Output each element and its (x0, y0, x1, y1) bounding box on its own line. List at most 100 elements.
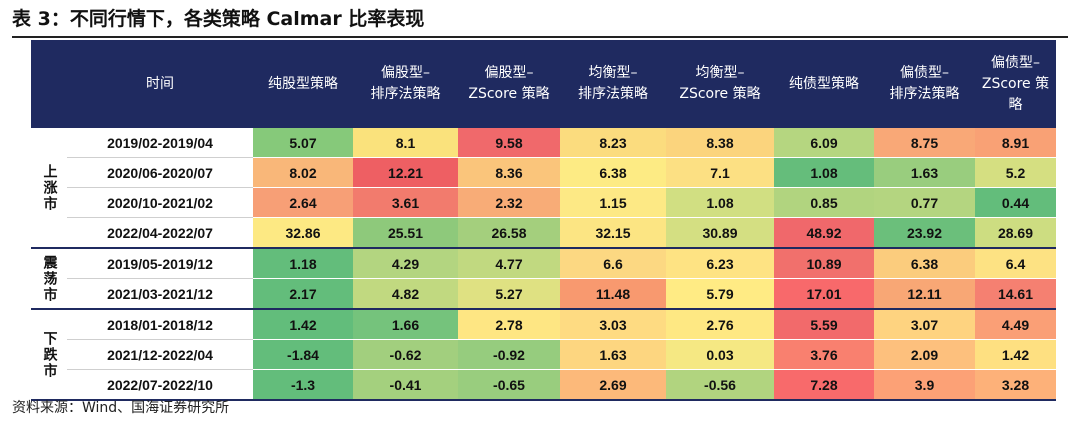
calmar-value-cell: 8.1 (353, 128, 458, 158)
period-cell: 2020/10-2021/02 (67, 187, 253, 218)
calmar-value-cell: 4.49 (975, 309, 1056, 340)
calmar-value-cell: 2.09 (874, 339, 975, 370)
calmar-value-cell: 5.07 (253, 128, 353, 158)
calmar-value-cell: 30.89 (666, 217, 774, 249)
calmar-value-cell: 17.01 (774, 278, 874, 310)
table-row: 2022/07-2022/10 -1.3 -0.41 -0.65 2.69 -0.56 7.… (31, 369, 1056, 401)
table-row: 2020/10-2021/02 2.64 3.61 2.32 1.15 1.08 0.85 0… (31, 187, 1056, 218)
market-group-label: 震荡市 (31, 248, 67, 310)
calmar-value-cell: 5.79 (666, 278, 774, 310)
calmar-value-cell: -0.92 (458, 339, 560, 370)
calmar-value-cell: 6.38 (560, 157, 666, 188)
calmar-value-cell: 1.66 (353, 309, 458, 340)
period-cell: 2019/05-2019/12 (67, 248, 253, 279)
calmar-value-cell: 2.78 (458, 309, 560, 340)
calmar-value-cell: 8.38 (666, 128, 774, 158)
calmar-value-cell: 8.02 (253, 157, 353, 188)
calmar-value-cell: 2.17 (253, 278, 353, 310)
calmar-value-cell: 3.28 (975, 369, 1056, 401)
period-cell: 2018/01-2018/12 (67, 309, 253, 340)
title-rule (12, 36, 1068, 38)
table-row: 下跌市 2018/01-2018/12 1.42 1.66 2.78 3.03 2.76 5.… (31, 309, 1056, 401)
calmar-value-cell: 1.18 (253, 248, 353, 279)
calmar-value-cell: -0.62 (353, 339, 458, 370)
calmar-value-cell: 14.61 (975, 278, 1056, 310)
calmar-value-cell: 1.08 (666, 187, 774, 218)
calmar-value-cell: 5.2 (975, 157, 1056, 188)
header-period: 时间 (67, 40, 253, 128)
calmar-value-cell: 9.58 (458, 128, 560, 158)
calmar-value-cell: 25.51 (353, 217, 458, 249)
calmar-value-cell: 3.76 (774, 339, 874, 370)
calmar-value-cell: 0.03 (666, 339, 774, 370)
source-note: 资料来源：Wind、国海证券研究所 (12, 400, 230, 416)
calmar-value-cell: 4.82 (353, 278, 458, 310)
calmar-value-cell: 5.27 (458, 278, 560, 310)
table-row: 2022/04-2022/07 32.86 25.51 26.58 32.15 30.89… (31, 217, 1056, 249)
calmar-value-cell: 12.11 (874, 278, 975, 310)
header-strategy-6: 纯债型策略 (774, 40, 874, 128)
table-row: 上涨市 2019/02-2019/04 5.07 8.1 9.58 8.23 8.38 6.0… (31, 128, 1056, 249)
header-strategy-2: 偏股型– 排序法策略 (353, 40, 458, 128)
calmar-value-cell: 3.03 (560, 309, 666, 340)
calmar-value-cell: 1.42 (253, 309, 353, 340)
calmar-value-cell: 6.23 (666, 248, 774, 279)
calmar-value-cell: -1.3 (253, 369, 353, 401)
table-row: 2021/03-2021/12 2.17 4.82 5.27 11.48 5.79 17.0… (31, 278, 1056, 310)
table-title: 表 3：不同行情下，各类策略 Calmar 比率表现 (12, 8, 425, 30)
calmar-value-cell: 1.15 (560, 187, 666, 218)
calmar-value-cell: 5.59 (774, 309, 874, 340)
calmar-value-cell: 6.09 (774, 128, 874, 158)
calmar-value-cell: 0.77 (874, 187, 975, 218)
calmar-value-cell: 48.92 (774, 217, 874, 249)
calmar-value-cell: 7.28 (774, 369, 874, 401)
header-strategy-8: 偏债型– ZScore 策略 (975, 40, 1056, 128)
calmar-value-cell: 0.44 (975, 187, 1056, 218)
calmar-value-cell: 2.32 (458, 187, 560, 218)
calmar-value-cell: 3.9 (874, 369, 975, 401)
calmar-value-cell: 1.08 (774, 157, 874, 188)
header-row: 时间 纯股型策略 偏股型– 排序法策略 偏股型– ZScore 策略 均衡型– 排序法策… (31, 40, 1056, 128)
market-group-label: 上涨市 (31, 128, 67, 249)
header-strategy-1: 纯股型策略 (253, 40, 353, 128)
calmar-value-cell: 8.23 (560, 128, 666, 158)
period-cell: 2022/04-2022/07 (67, 217, 253, 249)
market-group-label: 下跌市 (31, 309, 67, 401)
calmar-value-cell: 6.6 (560, 248, 666, 279)
header-strategy-4: 均衡型– 排序法策略 (560, 40, 666, 128)
table-row: 2020/06-2020/07 8.02 12.21 8.36 6.38 7.1 1.08 1… (31, 157, 1056, 188)
calmar-value-cell: 7.1 (666, 157, 774, 188)
calmar-value-cell: 2.76 (666, 309, 774, 340)
period-cell: 2019/02-2019/04 (67, 128, 253, 158)
header-strategy-7: 偏债型– 排序法策略 (874, 40, 975, 128)
calmar-value-cell: 26.58 (458, 217, 560, 249)
calmar-value-cell: 8.36 (458, 157, 560, 188)
calmar-value-cell: 4.77 (458, 248, 560, 279)
calmar-value-cell: 2.69 (560, 369, 666, 401)
calmar-value-cell: 2.64 (253, 187, 353, 218)
period-cell: 2021/12-2022/04 (67, 339, 253, 370)
table-body: 上涨市 2019/02-2019/04 5.07 8.1 9.58 8.23 8.38 6.0… (31, 128, 1056, 401)
calmar-value-cell: -1.84 (253, 339, 353, 370)
calmar-value-cell: 12.21 (353, 157, 458, 188)
calmar-value-cell: 4.29 (353, 248, 458, 279)
calmar-value-cell: 11.48 (560, 278, 666, 310)
calmar-value-cell: 8.91 (975, 128, 1056, 158)
calmar-table-wrap: 时间 纯股型策略 偏股型– 排序法策略 偏股型– ZScore 策略 均衡型– 排序法策… (31, 40, 1056, 401)
calmar-value-cell: 1.63 (874, 157, 975, 188)
calmar-value-cell: -0.41 (353, 369, 458, 401)
calmar-value-cell: 3.61 (353, 187, 458, 218)
calmar-value-cell: 23.92 (874, 217, 975, 249)
header-strategy-5: 均衡型– ZScore 策略 (666, 40, 774, 128)
calmar-value-cell: -0.56 (666, 369, 774, 401)
calmar-value-cell: 6.38 (874, 248, 975, 279)
table-row: 2021/12-2022/04 -1.84 -0.62 -0.92 1.63 0.03 3.… (31, 339, 1056, 370)
calmar-value-cell: 8.75 (874, 128, 975, 158)
calmar-value-cell: 1.42 (975, 339, 1056, 370)
calmar-value-cell: 10.89 (774, 248, 874, 279)
table-row: 震荡市 2019/05-2019/12 1.18 4.29 4.77 6.6 6.23 10.… (31, 248, 1056, 310)
calmar-value-cell: 28.69 (975, 217, 1056, 249)
calmar-value-cell: 32.86 (253, 217, 353, 249)
calmar-value-cell: 0.85 (774, 187, 874, 218)
header-strategy-3: 偏股型– ZScore 策略 (458, 40, 560, 128)
